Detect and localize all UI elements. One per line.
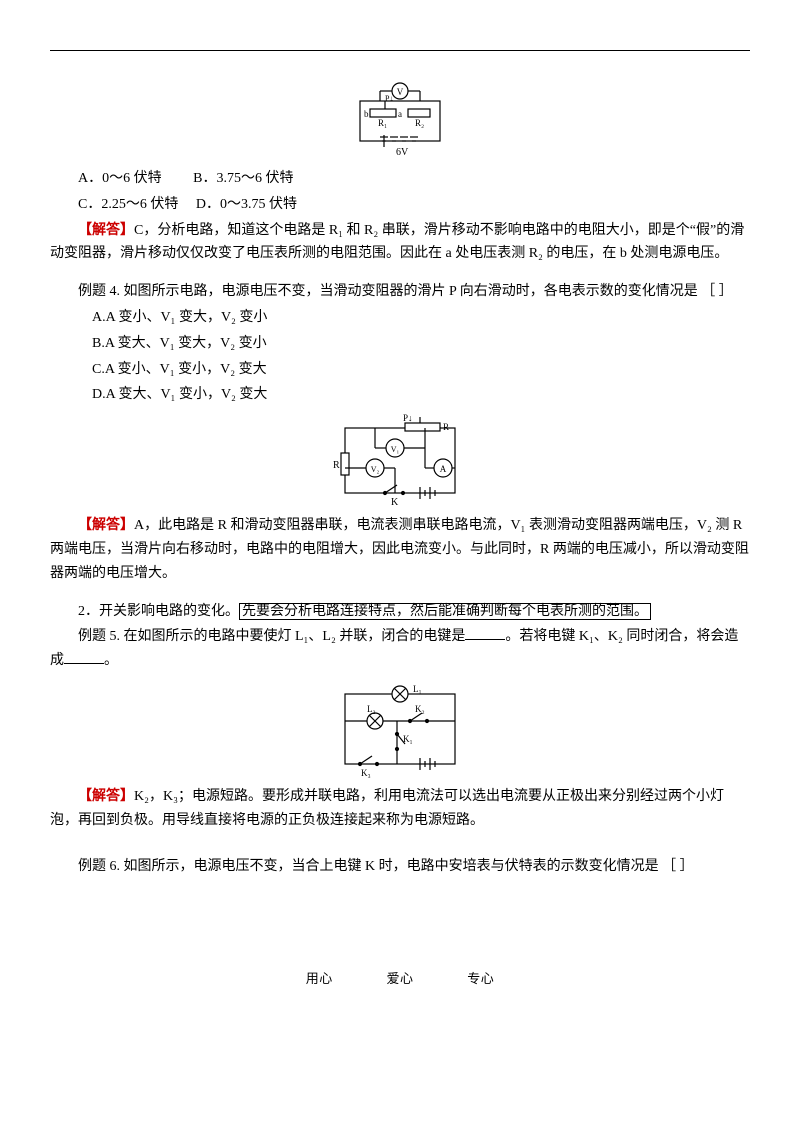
svg-text:L₁: L₁	[413, 684, 422, 694]
footer-c: 专心	[467, 968, 494, 990]
svg-text:P↓: P↓	[385, 94, 393, 103]
footer-b: 爱心	[386, 968, 413, 990]
svg-text:V₂: V₂	[371, 465, 380, 474]
q5-stem-a: 例题 5. 在如图所示的电路中要使灯 L₁、L₂ 并联，闭合的电键是	[78, 629, 465, 644]
q4-stem: 例题 4. 如图所示电路，电源电压不变，当滑动变阻器的滑片 P 向右滑动时，各电…	[50, 280, 750, 304]
svg-text:R: R	[333, 460, 340, 471]
svg-text:K₂: K₂	[415, 704, 425, 714]
blank-1	[465, 625, 505, 640]
q5-answer: 【解答】K₂，K₃；电源短路。要形成并联电路，利用电流法可以选出电流要从正极出来…	[50, 785, 750, 833]
q3-answer: 【解答】C，分析电路，知道这个电路是 R₁ 和 R₂ 串联，滑片移动不影响电路中…	[50, 219, 750, 267]
top-rule	[50, 50, 750, 51]
svg-text:K: K	[391, 497, 399, 508]
q4-answer: 【解答】A，此电路是 R 和滑动变阻器串联，电流表测串联电路电流，V₁ 表测滑动…	[50, 514, 750, 585]
q3-options-row1: A．0～6 伏特 B．3.75～6 伏特	[50, 167, 750, 191]
svg-text:6V: 6V	[396, 147, 409, 158]
svg-text:K₁: K₁	[403, 734, 413, 744]
q4-opt-c: C.A 变小、V₁ 变小，V₂ 变大	[50, 358, 750, 382]
q3-answer-text: C，分析电路，知道这个电路是 R₁ 和 R₂ 串联，滑片移动不影响电路中的电阻大…	[50, 223, 744, 262]
page: V b a R₁ P↓ R₂ 6V A．0～6 伏特 B．3.75～6 伏特	[0, 0, 800, 1020]
q4-answer-text: A，此电路是 R 和滑动变阻器串联，电流表测串联电路电流，V₁ 表测滑动变阻器两…	[50, 518, 749, 581]
answer-label: 【解答】	[78, 789, 134, 804]
q3-opt-c: C．2.25～6 伏特	[78, 197, 178, 212]
q3-opt-b: B．3.75～6 伏特	[193, 171, 293, 186]
q4-opt-a: A.A 变小、V₁ 变大，V₂ 变小	[50, 306, 750, 330]
q3-opt-a: A．0～6 伏特	[78, 171, 162, 186]
svg-text:R₁: R₁	[378, 118, 387, 128]
spacer	[50, 835, 750, 853]
q6-stem: 例题 6. 如图所示，电源电压不变，当合上电键 K 时，电路中安培表与伏特表的示…	[50, 855, 750, 879]
svg-text:K₃: K₃	[361, 768, 371, 778]
section2-lead: 2．开关影响电路的变化。	[78, 604, 239, 619]
q5-answer-text: K₂，K₃；电源短路。要形成并联电路，利用电流法可以选出电流要从正极出来分别经过…	[50, 789, 724, 828]
svg-text:R: R	[443, 422, 449, 432]
svg-text:V₁: V₁	[391, 445, 400, 454]
svg-text:a: a	[398, 109, 402, 119]
circuit-q3: V b a R₁ P↓ R₂ 6V	[340, 81, 460, 161]
section2: 2．开关影响电路的变化。先要会分析电路连接特点，然后能准确判断每个电表所测的范围…	[50, 600, 750, 624]
q5-stem-c: 。	[104, 653, 118, 668]
svg-text:V: V	[397, 87, 404, 97]
page-footer: 用心 爱心 专心	[50, 968, 750, 990]
answer-label: 【解答】	[78, 223, 134, 238]
q5-stem: 例题 5. 在如图所示的电路中要使灯 L₁、L₂ 并联，闭合的电键是。若将电键 …	[50, 625, 750, 673]
svg-text:L₂: L₂	[367, 704, 376, 714]
blank-2	[64, 649, 104, 664]
q3-options-row2: C．2.25～6 伏特 D．0～3.75 伏特	[50, 193, 750, 217]
q4-opt-b: B.A 变大、V₁ 变大，V₂ 变小	[50, 332, 750, 356]
spacer	[50, 588, 750, 598]
section2-boxed: 先要会分析电路连接特点，然后能准确判断每个电表所测的范围。	[239, 603, 651, 620]
spacer	[50, 268, 750, 278]
circuit-q4: P↓ R V₁ R V₂ A K	[325, 413, 475, 508]
q4-opt-d: D.A 变大、V₁ 变小，V₂ 变大	[50, 383, 750, 407]
svg-text:A: A	[440, 464, 447, 474]
svg-text:R₂: R₂	[415, 118, 424, 128]
q3-opt-d: D．0～3.75 伏特	[196, 197, 297, 212]
circuit-q5: L₁ L₂ K₂ K₁ K₃	[325, 679, 475, 779]
svg-text:b: b	[364, 109, 369, 119]
answer-label: 【解答】	[78, 518, 134, 533]
svg-text:P↓: P↓	[403, 413, 413, 423]
footer-a: 用心	[306, 968, 333, 990]
